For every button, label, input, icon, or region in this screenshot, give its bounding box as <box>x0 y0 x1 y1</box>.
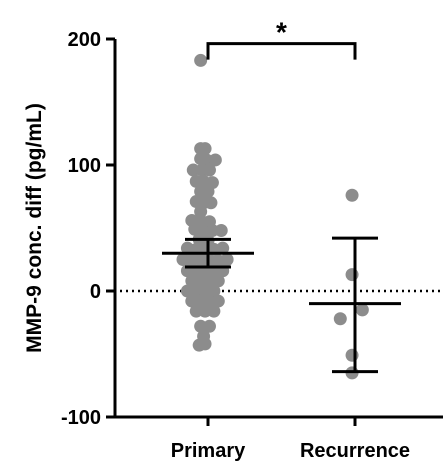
y-axis: -100 0 100 200 <box>61 29 117 429</box>
y-tick-label: 200 <box>68 29 101 51</box>
y-axis-label: MMP-9 conc. diff (pg/mL) <box>23 103 46 353</box>
data-point <box>214 224 228 238</box>
data-point <box>345 348 359 362</box>
data-point <box>333 312 347 326</box>
data-point <box>198 142 212 156</box>
significance-bracket <box>206 42 357 60</box>
category-label: Recurrence <box>300 440 410 462</box>
data-point <box>345 268 359 282</box>
data-point <box>345 188 359 202</box>
data-point <box>194 53 208 67</box>
y-tick-label: 100 <box>68 155 101 177</box>
data-point <box>220 253 234 266</box>
data-point <box>211 274 225 288</box>
y-tick-label: -100 <box>61 407 101 429</box>
data-point <box>198 337 212 351</box>
data-point <box>208 153 222 167</box>
data-point <box>202 319 216 333</box>
data-points <box>176 53 369 380</box>
significance-annotation: * <box>206 17 357 60</box>
category-label: Primary <box>171 440 246 462</box>
x-axis: Primary Recurrence <box>115 415 443 462</box>
y-tick-label: 0 <box>90 281 101 303</box>
significance-label: * <box>276 17 287 48</box>
data-point <box>207 284 221 298</box>
data-point <box>211 294 225 308</box>
data-point <box>207 304 221 318</box>
data-point <box>201 184 215 198</box>
mean-ci-bars <box>162 236 401 374</box>
data-point <box>216 241 230 255</box>
data-point <box>355 303 369 317</box>
data-point <box>202 163 216 177</box>
data-point <box>204 196 218 210</box>
